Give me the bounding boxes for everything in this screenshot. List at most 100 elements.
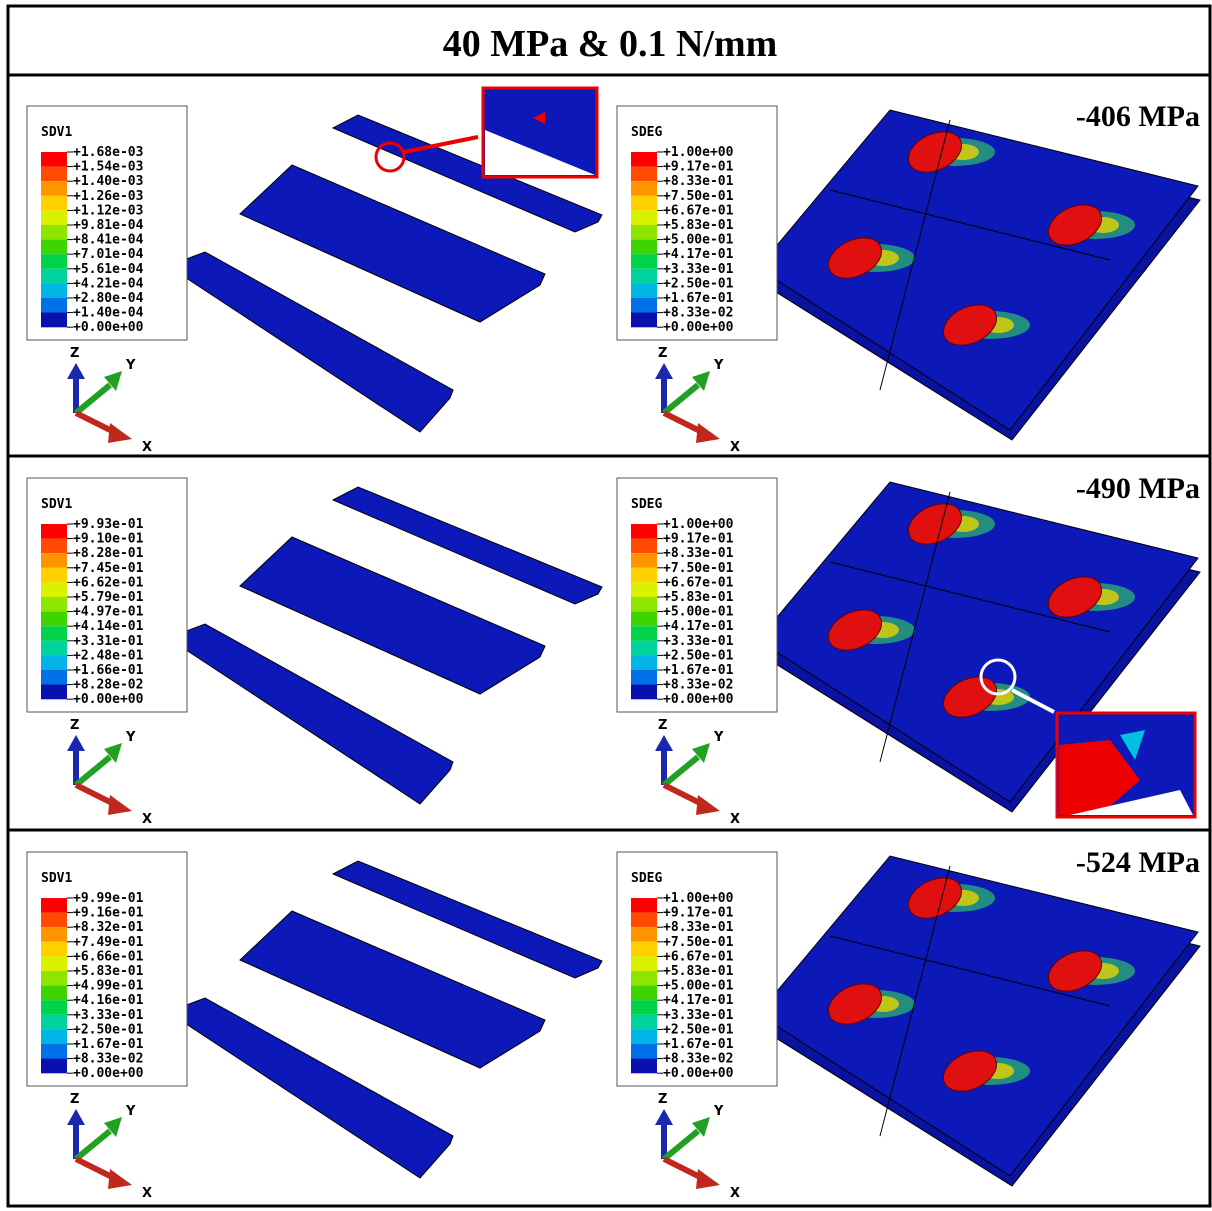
legend-label: +3.31e-01 [73, 634, 144, 649]
stress-label: -524 MPa [1076, 846, 1200, 879]
legend-label: +8.33e-01 [663, 546, 734, 561]
legend-band [41, 553, 67, 568]
legend-label: +0.00e+00 [663, 692, 734, 707]
legend-label: +9.81e-04 [73, 218, 144, 233]
stress-label: -490 MPa [1076, 472, 1200, 505]
stress-label: -406 MPa [1076, 100, 1200, 133]
legend-band [631, 641, 657, 656]
legend-band [41, 240, 67, 255]
legend-label: +1.67e-01 [663, 1037, 734, 1052]
axis-label: Y [125, 730, 136, 745]
legend-label: +5.79e-01 [73, 590, 144, 605]
legend-band [41, 167, 67, 182]
legend-label: +1.68e-03 [73, 145, 143, 160]
legend-label: +2.50e-01 [73, 1022, 144, 1037]
legend-label: +9.17e-01 [663, 906, 734, 921]
legend-label: +1.67e-01 [663, 291, 734, 306]
legend-band [631, 210, 657, 225]
axis-x-head [108, 795, 132, 815]
axis-label: Y [713, 730, 724, 745]
legend-title: SDV1 [41, 125, 72, 140]
legend-label: +1.00e+00 [663, 517, 734, 532]
legend-label: +1.40e-03 [73, 174, 143, 189]
legend-band [631, 1059, 657, 1074]
legend-label: +3.33e-01 [73, 1008, 144, 1023]
axis-x-head [696, 423, 720, 443]
legend-label: +3.33e-01 [663, 634, 734, 649]
legend-band [631, 225, 657, 240]
axis-z-head [67, 1109, 85, 1125]
legend-band [41, 685, 67, 700]
legend-label: +1.40e-04 [73, 306, 144, 321]
legend-band [41, 597, 67, 612]
legend-label: +1.00e+00 [663, 145, 734, 160]
axis-z-head [67, 363, 85, 379]
legend-label: +9.10e-01 [73, 532, 144, 547]
axis-y [76, 385, 110, 413]
legend-label: +3.33e-01 [663, 262, 734, 277]
figure: 40 MPa & 0.1 N/mm SDV1+1.68e-03+1.54e-03… [0, 0, 1212, 1211]
row: SDV1+1.68e-03+1.54e-03+1.40e-03+1.26e-03… [27, 100, 1200, 455]
legend-label: +2.50e-01 [663, 276, 734, 291]
legend-band [631, 524, 657, 539]
legend-band [631, 582, 657, 597]
legend-label: +4.97e-01 [73, 605, 144, 620]
legend-band [631, 1000, 657, 1015]
legend-band [631, 269, 657, 284]
legend-band [631, 1029, 657, 1044]
legend-band [631, 539, 657, 554]
legend-title: SDEG [631, 871, 662, 886]
legend-label: +8.41e-04 [73, 233, 144, 248]
axis-x-head [108, 1169, 132, 1189]
legend-label: +7.50e-01 [663, 189, 734, 204]
legend-band [631, 196, 657, 211]
legend-label: +5.61e-04 [73, 262, 144, 277]
axis-label: Z [70, 718, 79, 733]
axis-label: Z [658, 718, 667, 733]
legend-label: +5.00e-01 [663, 605, 734, 620]
legend-band [41, 582, 67, 597]
legend-band [41, 1044, 67, 1059]
legend-label: +6.62e-01 [73, 575, 144, 590]
axis-label: X [142, 812, 152, 827]
axis-label: Y [125, 358, 136, 373]
legend-label: +8.32e-01 [73, 920, 144, 935]
legend-band [41, 196, 67, 211]
axis-x-head [696, 795, 720, 815]
legend-label: +0.00e+00 [73, 320, 144, 335]
legend-label: +4.14e-01 [73, 619, 144, 634]
axis-label: Z [70, 1092, 79, 1107]
legend-band [41, 568, 67, 583]
legend-title: SDV1 [41, 497, 72, 512]
legend-band [41, 152, 67, 167]
legend-label: +2.48e-01 [73, 648, 144, 663]
legend-label: +6.67e-01 [663, 575, 734, 590]
axis-y [664, 1131, 698, 1159]
legend-band [631, 1044, 657, 1059]
legend-band [631, 1015, 657, 1030]
legend-band [631, 971, 657, 986]
legend-label: +1.00e+00 [663, 891, 734, 906]
figure-title: 40 MPa & 0.1 N/mm [443, 23, 778, 65]
legend-band [631, 553, 657, 568]
legend-band [631, 167, 657, 182]
legend-band [41, 641, 67, 656]
legend-band [41, 655, 67, 670]
axis-label: Y [713, 1104, 724, 1119]
legend-band [41, 524, 67, 539]
legend-band [631, 313, 657, 328]
legend-label: +2.80e-04 [73, 291, 144, 306]
legend-band [631, 685, 657, 700]
axis-x-head [696, 1169, 720, 1189]
legend-label: +5.00e-01 [663, 979, 734, 994]
legend-band [631, 283, 657, 298]
legend-band [41, 313, 67, 328]
legend-label: +7.50e-01 [663, 935, 734, 950]
legend-label: +4.16e-01 [73, 993, 144, 1008]
axis-label: Z [70, 346, 79, 361]
legend-band [41, 539, 67, 554]
legend-label: +7.01e-04 [73, 247, 144, 262]
axis-label: X [730, 812, 740, 827]
legend-label: +8.28e-01 [73, 546, 144, 561]
legend-label: +5.83e-01 [663, 964, 734, 979]
